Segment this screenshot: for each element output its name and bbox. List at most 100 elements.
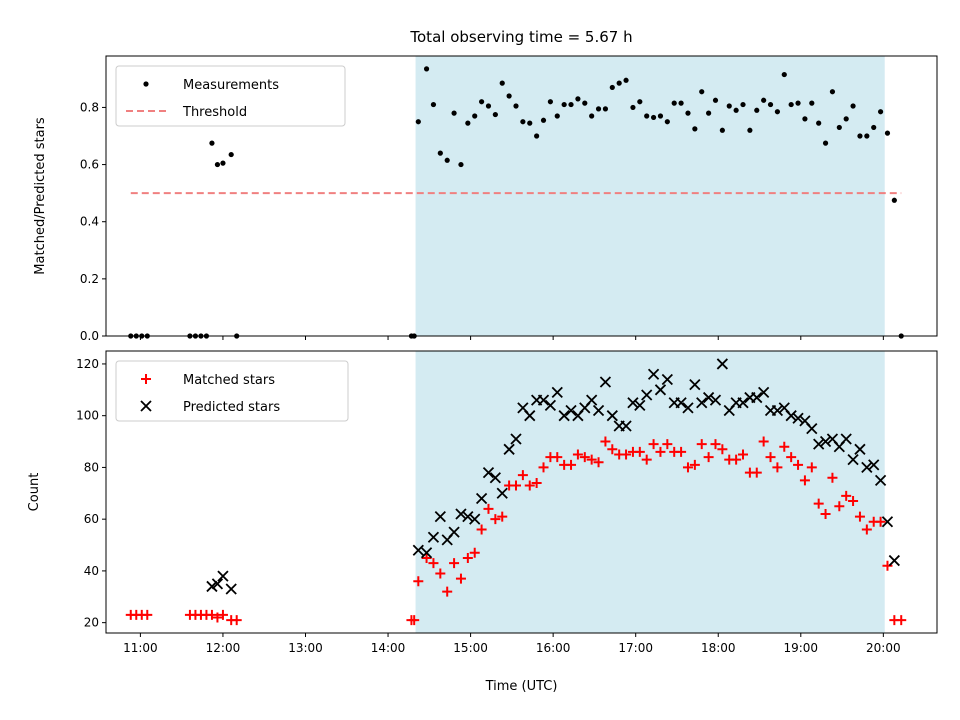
matched-star-point (696, 439, 707, 450)
matched-star-point (142, 609, 153, 620)
x-tick-label: 12:00 (206, 641, 241, 655)
predicted-star-point (709, 394, 722, 406)
measurement-point (816, 120, 822, 126)
matched-star-point (896, 615, 907, 626)
y-tick-label: 120 (76, 357, 99, 371)
predicted-star-point (217, 570, 229, 582)
measurement-point (623, 77, 629, 83)
x-tick-label: 18:00 (701, 641, 736, 655)
measurement-point (472, 113, 478, 119)
predicted-star-point (654, 384, 667, 396)
predicted-star-point (489, 472, 501, 484)
measurement-point (650, 114, 657, 121)
predicted-star-point (434, 510, 446, 523)
predicted-star-point (448, 526, 460, 538)
x-tick-label: 17:00 (618, 641, 653, 655)
matched-star-point (703, 452, 714, 463)
legend-x-icon (140, 400, 152, 412)
matched-star-point (848, 496, 859, 507)
predicted-star-point (551, 386, 563, 399)
predicted-star-point (716, 358, 729, 370)
measurement-point (444, 157, 450, 163)
measurement-point (864, 133, 870, 139)
measurement-point (637, 99, 643, 105)
measurement-point (209, 140, 215, 146)
measurement-point (857, 133, 863, 139)
legend-matched-stars: Matched stars (183, 373, 275, 388)
x-tick-label: 16:00 (536, 641, 571, 655)
predicted-star-point (627, 397, 639, 409)
measurement-point (451, 110, 457, 116)
predicted-star-point (503, 443, 515, 455)
matched-star-point (413, 576, 424, 587)
x-tick-label: 13:00 (288, 641, 323, 655)
measurement-point (712, 97, 719, 103)
top-panel: 0.0 0.2 0.4 0.6 0.8 Total observing time = 5… (33, 28, 938, 343)
matched-star-point (772, 462, 783, 473)
matched-star-point (579, 452, 590, 463)
bottom-y-axis-label: Count (27, 473, 42, 512)
measurement-point (829, 89, 836, 95)
measurement-point (733, 107, 739, 113)
top-axes-frame (105, 55, 938, 337)
measurement-point (485, 103, 492, 109)
predicted-star-point (682, 402, 694, 414)
x-tick-label: 11:00 (123, 641, 158, 655)
predicted-star-point (565, 404, 577, 417)
matched-star-point (497, 511, 508, 522)
predicted-star-point (496, 487, 508, 499)
measurement-point (692, 126, 698, 132)
predicted-star-point (771, 404, 784, 417)
measurement-point (534, 133, 540, 139)
matched-star-point (662, 439, 673, 450)
measurement-point (754, 107, 760, 113)
bottom-plot-marks (125, 358, 907, 626)
matched-star-point (758, 436, 769, 447)
legend-measurements: Measurements (183, 78, 279, 93)
measurement-point (767, 101, 774, 108)
measurement-point (822, 140, 829, 146)
predicted-star-point (888, 554, 900, 567)
top-legend-icons (126, 81, 166, 112)
top-x-ticks (139, 336, 884, 340)
top-legend-box (115, 65, 346, 127)
matched-star-point (572, 449, 583, 460)
measurement-point (513, 103, 519, 109)
predicted-star-point (206, 580, 218, 593)
matched-star-point (586, 454, 597, 465)
top-y-axis-label: Matched/Predicted stars (33, 117, 48, 275)
bottom-axes-frame (105, 350, 938, 634)
measurement-point (843, 116, 849, 122)
x-tick-label: 19:00 (783, 641, 818, 655)
measurement-point (788, 101, 794, 108)
y-tick-label: 0.6 (80, 158, 99, 172)
measurement-point (430, 101, 437, 108)
predicted-star-point (225, 583, 237, 595)
predicted-star-point (819, 435, 832, 448)
predicted-star-point (475, 492, 488, 505)
y-tick-label: 60 (84, 512, 99, 526)
matched-star-point (806, 462, 817, 473)
matched-star-point (621, 449, 632, 460)
predicted-star-point (758, 386, 770, 399)
measurement-point (761, 97, 767, 103)
matched-star-point (634, 446, 645, 457)
predicted-star-point (420, 547, 433, 559)
measurement-point (781, 71, 787, 78)
matched-star-point (212, 612, 223, 623)
measurement-point (506, 93, 512, 99)
measurement-point (809, 100, 815, 106)
matched-star-point (676, 446, 687, 457)
measurement-point (582, 100, 588, 106)
predicted-star-point (544, 399, 557, 411)
legend-threshold: Threshold (182, 105, 247, 120)
predicted-star-point (785, 410, 797, 422)
y-tick-label: 20 (84, 616, 99, 630)
predicted-star-point (874, 474, 887, 486)
y-tick-label: 0.2 (80, 272, 99, 286)
predicted-star-point (427, 531, 440, 543)
matched-star-point (600, 436, 611, 447)
predicted-star-point (412, 544, 424, 556)
legend-predicted-stars: Predicted stars (183, 400, 280, 415)
